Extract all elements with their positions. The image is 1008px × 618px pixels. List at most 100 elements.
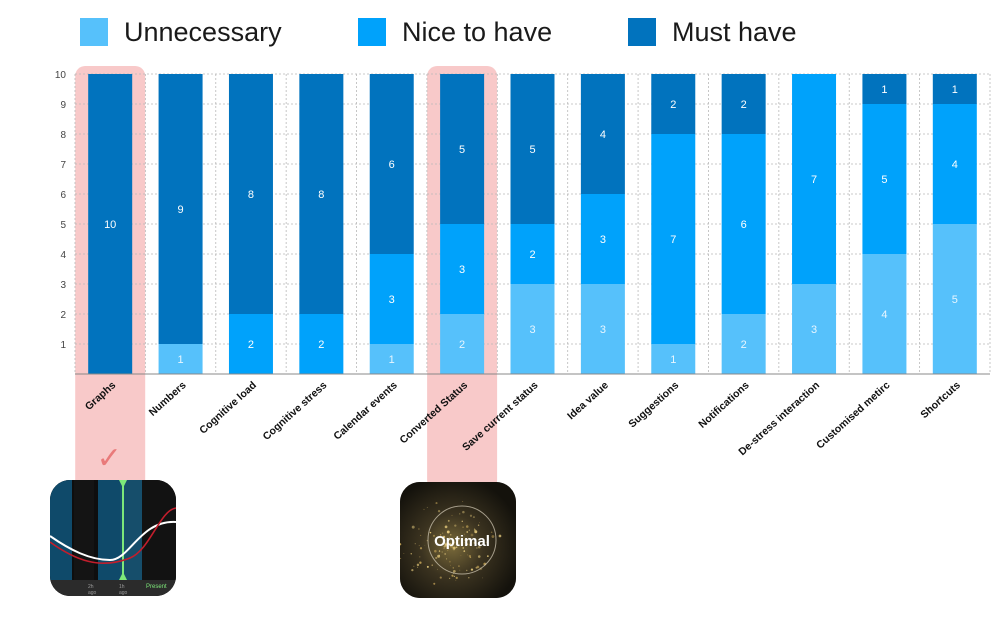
sparkle-dot [447,548,449,550]
sparkle-dot [453,541,456,544]
data-label: 3 [389,294,395,306]
sparkle-dot [452,570,456,573]
sparkle-dot [449,537,451,539]
sparkle-dot [457,539,459,541]
data-label: 10 [104,219,116,231]
sparkle-dot [444,540,446,542]
x-tick-label: De-stress interaction [736,379,822,458]
sparkle-dot [455,576,458,580]
graph-thumbnail-image: 2h ago 1h ago Present [50,480,176,596]
sparkle-dot [439,576,442,579]
sparkle-dot [434,549,437,553]
y-tick-1: 1 [60,340,66,351]
sparkle-dot [456,543,458,546]
sparkle-dot [418,545,420,546]
sparkle-dot [459,569,461,571]
bar-segment-nice-to-have-8 [651,134,696,344]
data-label: 2 [248,339,254,351]
legend-swatch-unnecessary [80,18,108,46]
sparkle-dot [463,550,466,552]
x-tick-label: Customised metirc [814,379,892,451]
y-tick-10: 10 [55,70,67,81]
bar-segment-must-have-0 [88,74,133,374]
bar-segment-must-have-3 [299,74,344,314]
y-tick-9: 9 [60,100,66,111]
sparkle-dot [461,520,463,522]
bar-segment-nice-to-have-2 [228,314,273,374]
optimal-status-thumbnail: Optimal [400,482,516,598]
bar-segment-unnecessary-6 [510,284,555,374]
sparkle-dot [465,525,469,528]
data-label: 7 [811,174,817,186]
checkmark-icon: ✓ [97,441,122,476]
sparkle-dot [451,574,454,577]
sparkle-particles [400,501,502,585]
bar-segment-must-have-7 [580,74,625,194]
sparkle-dot [470,533,474,537]
sparkle-dot [478,522,480,523]
sparkle-dot [435,556,438,560]
sparkle-dot [400,557,402,559]
sparkle-dot [498,534,502,538]
sparkle-dot [411,525,415,529]
graph-thumb-tick-present: Present [146,584,167,590]
x-tick-label: Suggestions [626,379,681,430]
sparkle-dot [452,547,456,551]
sparkle-dot [423,508,425,510]
data-label: 1 [952,84,958,96]
sparkle-dot [468,543,471,546]
sparkle-dot [455,546,457,548]
sparkle-dot [453,575,456,578]
sparkle-dot [435,502,438,505]
bar-segment-nice-to-have-6 [510,224,555,284]
sparkle-dot [431,564,433,566]
bar-segment-unnecessary-1 [158,344,203,374]
bar-segment-must-have-11 [862,74,907,104]
bar-segment-must-have-6 [510,74,555,224]
sparkle-dot [449,577,451,579]
bar-segment-must-have-5 [440,74,485,224]
bar-segment-unnecessary-7 [580,284,625,374]
sparkle-dot [451,514,453,516]
sparkle-dot [444,525,448,529]
sparkle-dot [420,534,422,536]
data-label: 2 [459,339,465,351]
sparkle-dot [462,501,464,503]
sparkle-dot [467,554,469,556]
sparkle-dot [447,550,449,552]
data-label: 5 [881,174,887,186]
data-label: 1 [881,84,887,96]
sparkle-dot [417,566,419,568]
bar-segment-nice-to-have-5 [440,224,485,314]
sparkle-dot [468,529,470,531]
sparkle-dot [451,544,454,546]
sparkle-dot [449,564,451,566]
sparkle-dot [466,531,469,533]
bar-segment-unnecessary-11 [862,254,907,374]
bar-segment-nice-to-have-11 [862,104,907,254]
data-label: 3 [529,324,535,336]
sparkle-dot [438,550,441,552]
sparkle-dot [424,545,426,546]
sparkle-dot [490,531,493,534]
sparkle-dot [403,552,405,554]
bar-segment-nice-to-have-10 [792,74,837,284]
sparkle-dot [443,545,446,548]
sparkle-dot [443,547,445,550]
sparkle-dot [473,528,476,531]
sparkle-dot [466,569,468,572]
data-label: 1 [178,354,184,366]
sparkle-dot [452,567,454,569]
x-tick-label: Calendar events [331,379,399,442]
data-label: 4 [600,129,606,141]
optimal-label: Optimal [434,533,490,550]
legend-item-must-have: Must have [628,14,797,50]
legend-swatch-must-have [628,18,656,46]
data-label: 2 [741,99,747,111]
sparkle-dot [445,558,448,560]
sparkle-dot [416,563,420,567]
sparkle-dot [439,534,442,536]
legend-label-must-have: Must have [672,16,797,47]
svg-text:ago: ago [88,590,97,596]
bar-segment-unnecessary-8 [651,344,696,374]
